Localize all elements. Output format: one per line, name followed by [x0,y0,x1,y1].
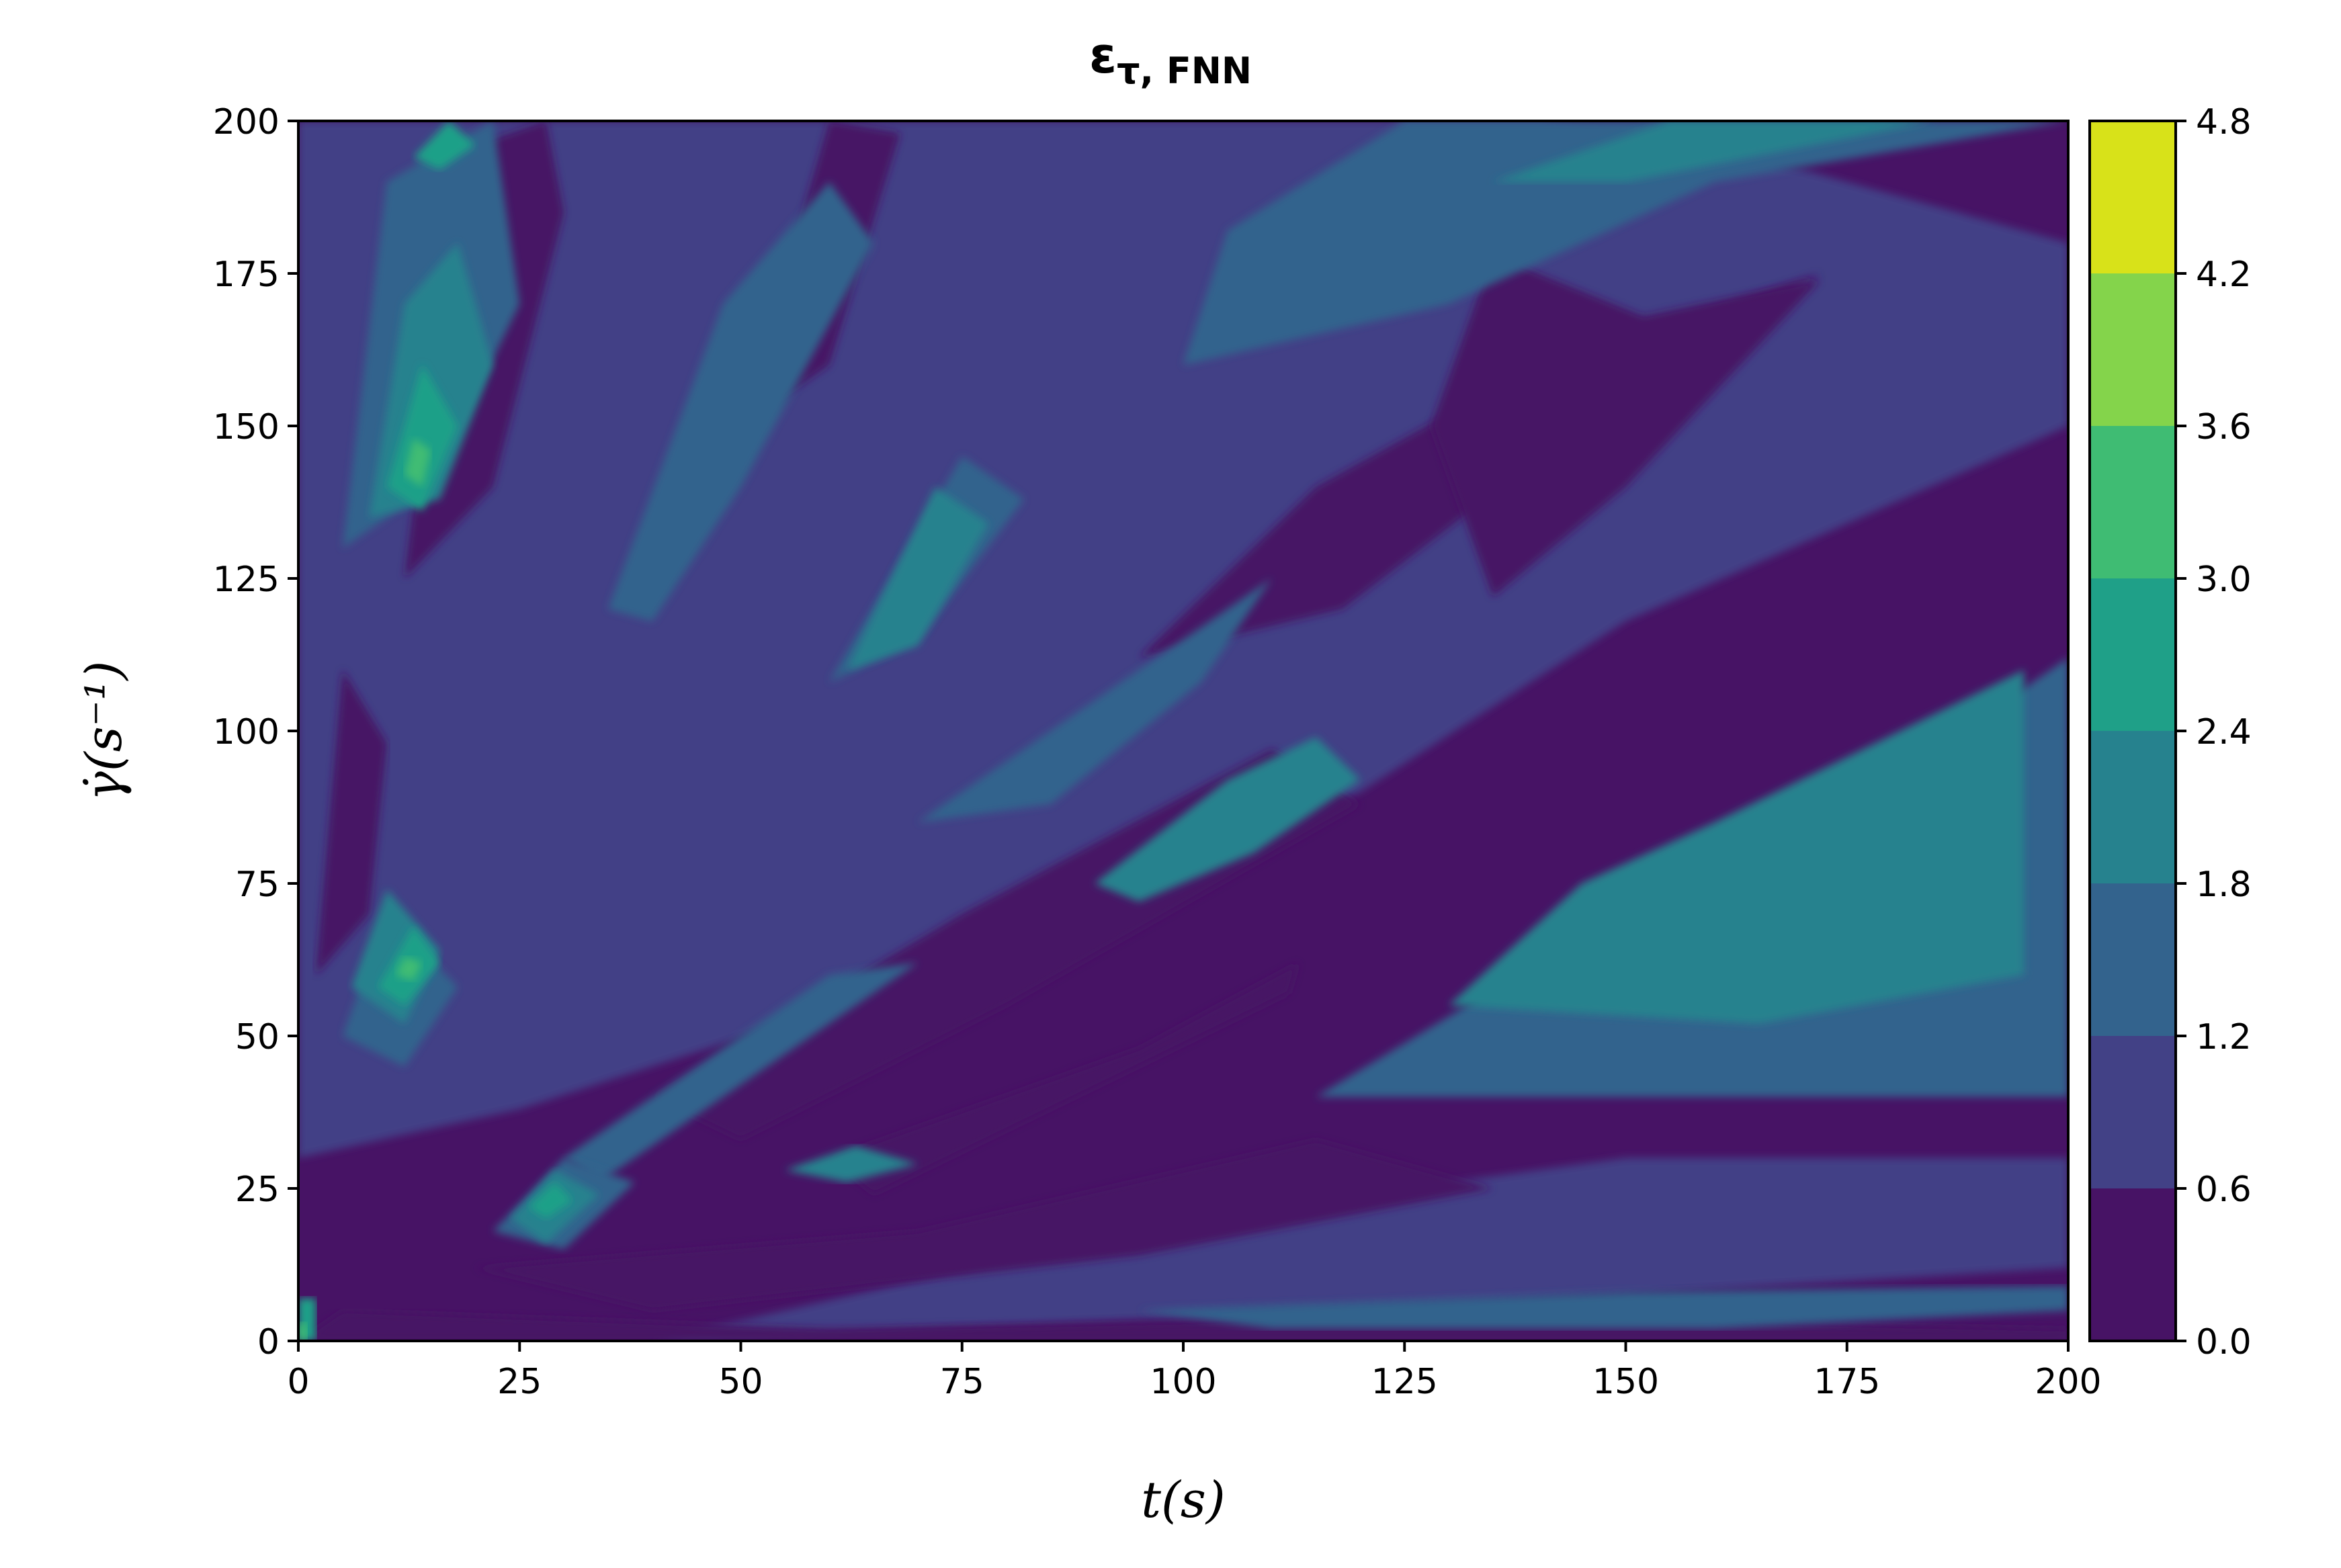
colorbar-tick-label: 0.6 [2196,1170,2252,1210]
colorbar [2088,120,2177,1342]
colorbar-tick-label: 1.8 [2196,865,2252,905]
x-tick-label: 100 [1150,1362,1216,1402]
contour-region-32 [413,121,476,170]
contour-region-12 [1139,1286,2068,1329]
title-main: ε [1089,27,1117,85]
colorbar-tick-label: 2.4 [2196,712,2252,752]
x-tick-label: 150 [1592,1362,1659,1402]
title-subscript: τ, FNN [1117,50,1252,92]
colorbar-tick-label: 0.0 [2196,1322,2252,1362]
y-tick-label: 100 [213,712,280,752]
contour-region-33 [528,1182,573,1219]
y-tick-label: 25 [235,1170,280,1210]
colorbar-band [2090,578,2176,731]
contour-region-5 [829,963,1299,1195]
contour-regions [298,121,2068,1341]
y-tick-label: 150 [213,407,280,447]
plot-area [298,121,2068,1341]
contour-region-15 [608,181,874,621]
y-axis: 0 25 50 75 100 125 150 175 200 [213,102,298,1362]
colorbar-band [2090,1036,2176,1188]
chart-title: ετ, FNN [0,27,2341,92]
colorbar-band [2090,1188,2176,1341]
x-tick-label: 0 [287,1362,309,1402]
contour-region-3 [475,1139,1493,1311]
y-tick-label: 0 [257,1322,280,1362]
contour-region-35 [405,438,431,487]
y-axis-title: γ̇(s⁻¹) [75,661,133,801]
contour-region-36 [395,957,423,982]
colorbar-band [2090,121,2176,273]
x-tick-label: 75 [940,1362,984,1402]
colorbar-tick-label: 3.6 [2196,407,2252,447]
x-tick-label: 200 [2035,1362,2101,1402]
x-tick-label: 175 [1814,1362,1880,1402]
colorbar-axis: 0.0 0.6 1.2 1.8 2.4 3.0 3.6 4.2 4.8 [2176,102,2252,1362]
contour-region-1 [652,1158,2068,1341]
contour-region-14 [1183,121,2068,365]
colorbar-tick-label: 4.8 [2196,102,2252,142]
y-tick-label: 125 [213,560,280,600]
contour-region-28 [847,486,989,670]
contour-region-22 [1449,670,2025,1024]
colorbar-tick-label: 1.2 [2196,1017,2252,1057]
x-tick-label: 50 [718,1362,763,1402]
x-axis: 0 25 50 75 100 125 150 175 200 [287,1341,2102,1402]
x-tick-label: 125 [1371,1362,1438,1402]
y-tick-label: 75 [235,865,280,905]
contour-region-37 [298,1322,308,1341]
contour-region-17 [917,578,1272,823]
contour-region-16 [564,963,918,1182]
contour-region-24 [1492,121,1936,182]
colorbar-band [2090,731,2176,883]
y-tick-label: 50 [235,1017,280,1057]
colorbar-band [2090,883,2176,1036]
y-tick-label: 200 [213,102,280,142]
colorbar-band [2090,273,2176,426]
colorbar-tick-label: 3.0 [2196,560,2252,600]
colorbar-tick-label: 4.2 [2196,255,2252,295]
colorbar-band [2090,426,2176,578]
contour-region-2 [298,1310,2068,1341]
contour-region-7 [1431,255,1821,597]
y-tick-label: 175 [213,255,280,295]
contour-region-29 [785,1145,918,1182]
contour-region-26 [351,889,440,1024]
x-tick-label: 25 [497,1362,542,1402]
contour-region-10 [316,670,387,975]
x-axis-title: t(s) [1141,1471,1225,1529]
contour-region-23 [1095,737,1361,902]
